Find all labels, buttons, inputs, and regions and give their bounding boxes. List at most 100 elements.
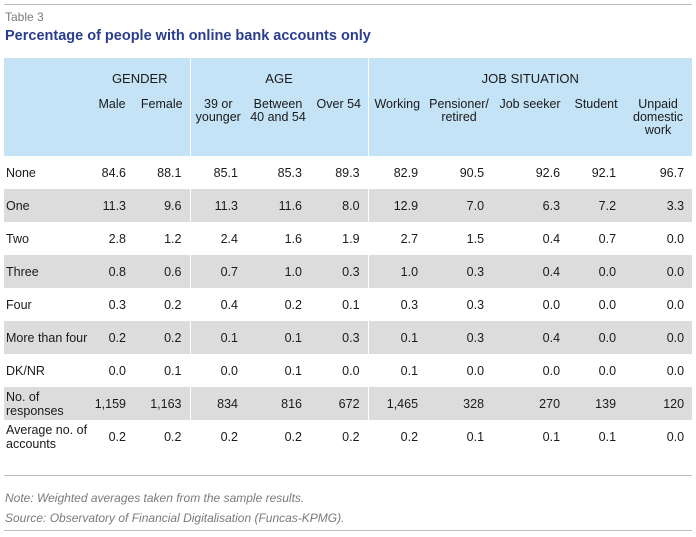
- table-cell: 0.6: [134, 255, 190, 288]
- corner-cell: [4, 58, 90, 98]
- table-cell: 0.2: [189, 420, 246, 453]
- table-cell: 96.7: [659, 165, 685, 180]
- table-cell: 0.2: [134, 321, 190, 354]
- table-cell: 0.0: [598, 363, 617, 378]
- table-cell: 0.8: [90, 255, 134, 288]
- table-cell: 11.6: [246, 189, 310, 222]
- row-label: Two: [6, 231, 29, 246]
- column-header: Unpaid domestic work: [624, 98, 693, 156]
- column-header: 39 or younger: [189, 98, 246, 156]
- table-cell: 0.1: [189, 321, 246, 354]
- row-label: More than four: [4, 321, 90, 354]
- table-cell: 0.0: [108, 363, 126, 378]
- table-row: Four 0.3 0.2 0.4 0.2 0.1 0.3 0.3 0.0 0.0 0.0: [4, 288, 692, 321]
- row-label: None: [6, 165, 36, 180]
- table-cell: 0.2: [367, 420, 427, 453]
- table-cell: 92.1: [591, 165, 617, 180]
- table-cell: 834: [189, 387, 246, 420]
- table-row: Three 0.8 0.6 0.7 1.0 0.3 1.0 0.3 0.4 0.0 0.0: [4, 255, 693, 288]
- column-header: Over 54: [310, 98, 369, 156]
- table-cell: 12.9: [367, 189, 427, 222]
- table-row: One 11.3 9.6 11.3 11.6 8.0 12.9 7.0 6.3 7.2 3.3: [4, 189, 693, 222]
- table-cell: 85.3: [277, 165, 302, 180]
- corner-cell: [4, 98, 90, 156]
- table-cell: 0.0: [624, 255, 693, 288]
- column-header: Male: [90, 98, 134, 156]
- table-cell: 328: [426, 387, 493, 420]
- table-cell: 816: [246, 387, 310, 420]
- table-cell: 1.0: [246, 255, 310, 288]
- table-cell: 0.1: [466, 429, 485, 444]
- table-cell: 672: [310, 387, 369, 420]
- table-cell: 0.2: [164, 429, 182, 444]
- table-cell: 0.4: [189, 288, 246, 321]
- table-cell: 0.1: [246, 321, 310, 354]
- table-cell: 0.2: [90, 321, 134, 354]
- table-cell: 0.0: [568, 321, 625, 354]
- table-source: Source: Observatory of Financial Digital…: [5, 511, 345, 525]
- table-row: Average no. of accounts 0.2 0.2 0.2 0.2 0.2 0.…: [4, 420, 692, 453]
- table-cell: 0.0: [542, 297, 561, 312]
- table-cell: 1.5: [466, 231, 485, 246]
- table-row: None 84.6 88.1 85.1 85.3 89.3 82.9 90.5 92.6 92.1…: [4, 156, 692, 189]
- table-cell: 0.0: [542, 363, 561, 378]
- table-cell: 0.1: [284, 363, 302, 378]
- table-cell: 0.4: [542, 231, 561, 246]
- table-cell: 0.3: [310, 321, 369, 354]
- table-cell: 7.0: [426, 189, 493, 222]
- top-rule: [4, 4, 692, 5]
- table-cell: 84.6: [101, 165, 126, 180]
- table-note: Note: Weighted averages taken from the s…: [5, 491, 305, 505]
- table-cell: 0.4: [492, 255, 569, 288]
- table-cell: 0.0: [666, 297, 685, 312]
- group-header-row: GENDER AGE JOB SITUATION: [4, 58, 693, 98]
- row-label: Average no. of accounts: [6, 422, 88, 451]
- table-caption: Table 3: [5, 10, 44, 24]
- table-cell: 0.3: [310, 255, 369, 288]
- table-cell: 11.3: [189, 189, 246, 222]
- group-header-job-situation: JOB SITUATION: [367, 58, 693, 98]
- data-table: GENDER AGE JOB SITUATION Male Female 39 …: [4, 58, 693, 453]
- column-header-row: Male Female 39 or younger Between 40 and…: [4, 98, 693, 156]
- column-header: Female: [134, 98, 190, 156]
- table-cell: 0.0: [342, 363, 360, 378]
- table-row: DK/NR 0.0 0.1 0.0 0.1 0.0 0.1 0.0 0.0 0.0 0.0: [4, 354, 692, 387]
- table-row: Two 2.8 1.2 2.4 1.6 1.9 2.7 1.5 0.4 0.7 0.0: [4, 222, 692, 255]
- table-cell: 0.3: [108, 297, 126, 312]
- table-cell: 0.1: [367, 354, 427, 387]
- row-label: No. of responses: [4, 387, 90, 420]
- table-cell: 0.2: [284, 297, 302, 312]
- row-label: One: [4, 189, 90, 222]
- table-cell: 0.7: [189, 255, 246, 288]
- table-cell: 3.3: [624, 189, 693, 222]
- table-cell: 0.3: [367, 288, 427, 321]
- table-cell: 1.9: [342, 231, 360, 246]
- row-label: DK/NR: [6, 363, 45, 378]
- table-cell: 6.3: [492, 189, 569, 222]
- group-header-gender: GENDER: [90, 58, 190, 98]
- table-cell: 82.9: [367, 156, 427, 189]
- table-cell: 0.0: [624, 321, 693, 354]
- row-label: Three: [4, 255, 90, 288]
- table-cell: 0.0: [466, 363, 485, 378]
- table-cell: 0.1: [164, 363, 182, 378]
- table-cell: 89.3: [335, 165, 360, 180]
- table-cell: 0.0: [666, 429, 685, 444]
- table-cell: 0.0: [666, 231, 685, 246]
- table-cell: 0.2: [164, 297, 182, 312]
- table-cell: 270: [492, 387, 569, 420]
- table-cell: 7.2: [568, 189, 625, 222]
- group-header-age: AGE: [189, 58, 369, 98]
- table-cell: 139: [568, 387, 625, 420]
- table-cell: 85.1: [189, 156, 246, 189]
- table-cell: 2.7: [367, 222, 427, 255]
- table-cell: 0.2: [284, 429, 302, 444]
- table-cell: 0.0: [189, 354, 246, 387]
- table-cell: 2.8: [108, 231, 126, 246]
- table-cell: 88.1: [157, 165, 182, 180]
- table-cell: 1.0: [367, 255, 427, 288]
- table-cell: 0.0: [666, 363, 685, 378]
- table-cell: 1,465: [367, 387, 427, 420]
- column-header: Between 40 and 54: [246, 98, 310, 156]
- notes-rule: [4, 475, 692, 476]
